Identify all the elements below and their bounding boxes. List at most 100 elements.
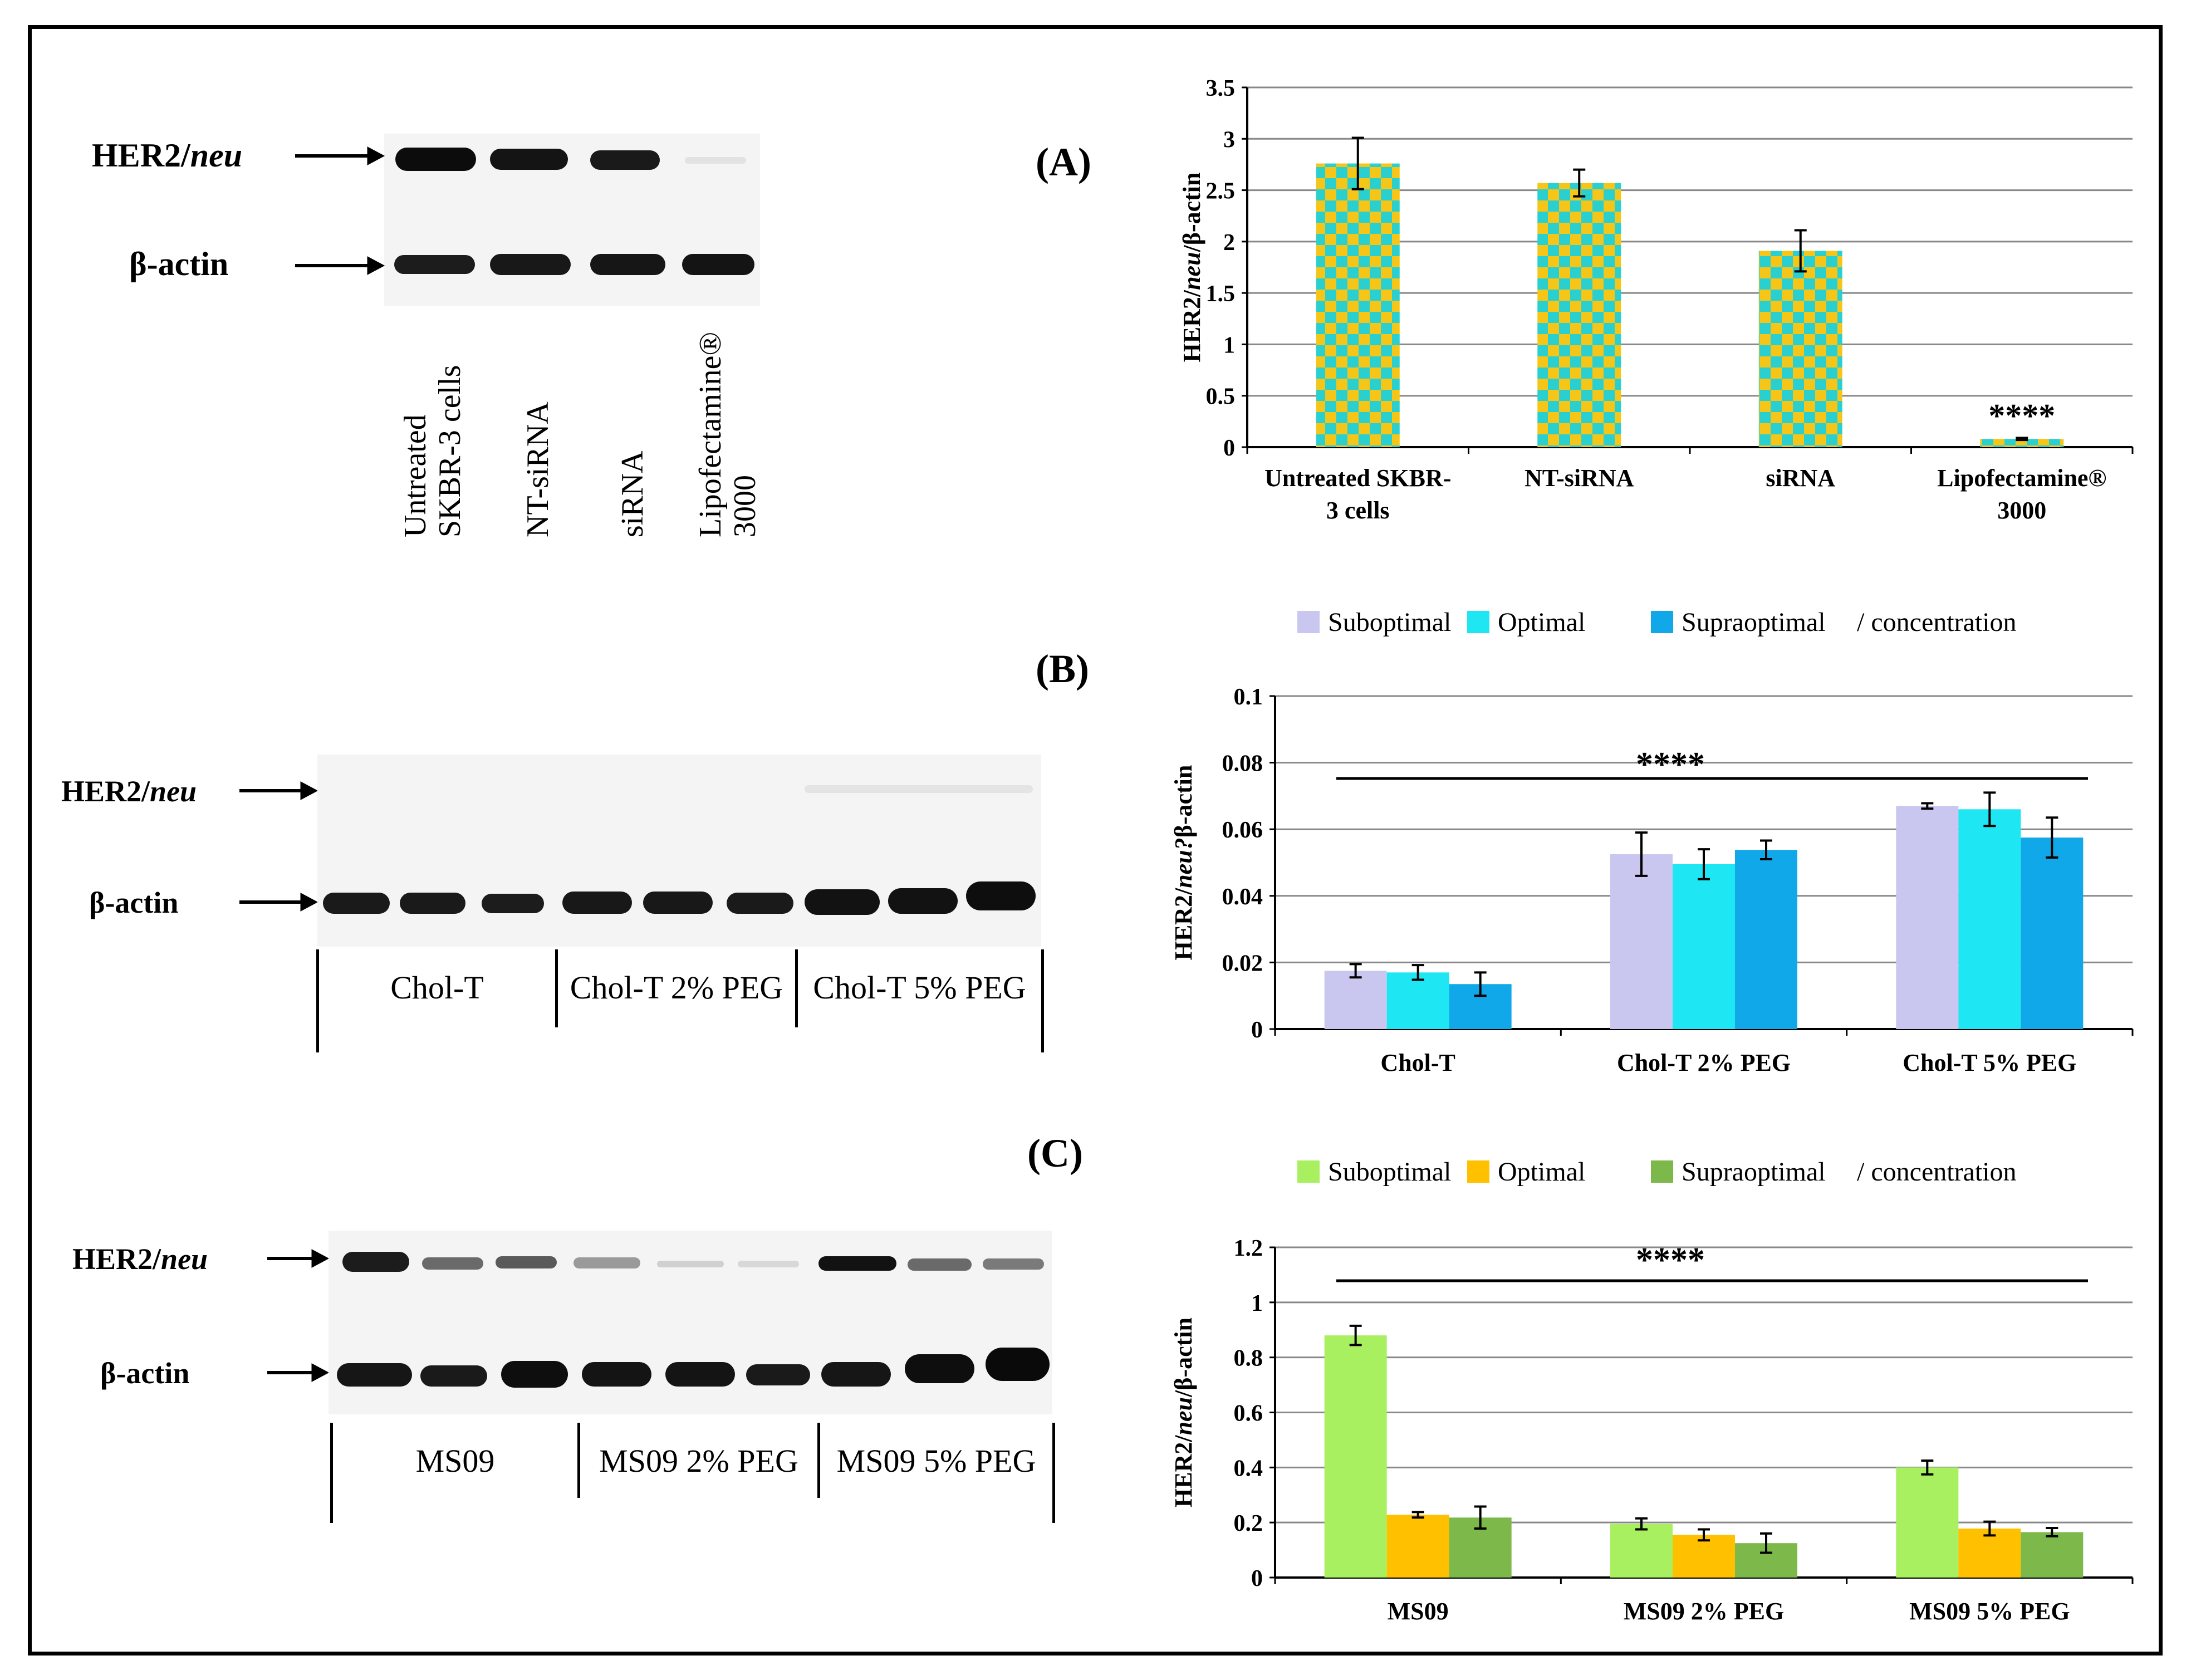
panel-label-b: (B) <box>1036 646 1089 691</box>
chart-B-ytick-5: 0.1 <box>1234 684 1263 710</box>
blot-b-her2-label: HER2/neu <box>61 775 197 808</box>
chart-C-ytick-1: 0.2 <box>1234 1511 1263 1536</box>
arrow-c-actin <box>267 1363 330 1382</box>
chart-B-ytick-3: 0.06 <box>1222 817 1263 843</box>
blot-c-divider-1 <box>330 1423 333 1523</box>
blot-a-her2-band-1 <box>395 148 476 171</box>
arrow-c-her2 <box>267 1249 330 1268</box>
chart-A-xlabel-0-line1: Untreated SKBR- <box>1264 464 1451 492</box>
blot-c-her2-band-5 <box>657 1261 724 1267</box>
chart-A-ytick-6: 3 <box>1223 127 1235 153</box>
chart-B-ytick-1: 0.02 <box>1222 951 1263 976</box>
blot-a-her2-band-3 <box>590 150 660 170</box>
blot-b-actin-label: β-actin <box>89 886 179 919</box>
blot-c-actin-band-1 <box>337 1363 412 1387</box>
blot-b-actin-band-7 <box>805 889 880 915</box>
chart-C-ytick-2: 0.4 <box>1234 1456 1263 1481</box>
blot-c-actin-band-6 <box>746 1364 810 1385</box>
chart-B-ytick-2: 0.04 <box>1222 884 1263 910</box>
blot-c-her2-band-4 <box>573 1257 640 1268</box>
blot-a-actin-band-2 <box>490 254 571 275</box>
chart-C-ytick-6: 1.2 <box>1234 1236 1263 1261</box>
chart-A-bar-2-0 <box>1758 251 1842 447</box>
chart-C-bar-2-1 <box>1958 1529 2021 1578</box>
chart-C-bar-1-0 <box>1610 1524 1673 1578</box>
blot-b-her2-band-faint <box>805 785 1033 793</box>
blot-c-her2-band-3 <box>496 1256 557 1268</box>
chart-A-xlabel-3-line1: Lipofectamine® <box>1937 464 2106 492</box>
blot-b-group-label-3: Chol-T 5% PEG <box>813 969 1026 1006</box>
chart-A-ytick-0: 0 <box>1223 435 1235 461</box>
blot-b-actin-band-1 <box>323 893 390 914</box>
chart-C-bar-1-1 <box>1673 1535 1735 1578</box>
chart-A-xlabel-2-line1: siRNA <box>1766 464 1835 492</box>
chart-B-xlabel-2: Chol-T 5% PEG <box>1903 1049 2076 1076</box>
blot-b-actin-band-4 <box>562 892 632 914</box>
blot-c-actin-band-8 <box>905 1354 974 1383</box>
chart-C-ytick-0: 0 <box>1251 1566 1263 1591</box>
blot-c-divider-4 <box>1052 1423 1055 1523</box>
blot-b <box>317 755 1041 947</box>
blot-a-actin-label: β-actin <box>129 246 229 282</box>
chart-C-legend-label-1: Optimal <box>1498 1157 1585 1187</box>
chart-C-bar-0-1 <box>1386 1515 1449 1578</box>
chart-C-ytick-3: 0.6 <box>1234 1401 1263 1427</box>
blot-b-divider-4 <box>1041 949 1044 1052</box>
arrow-a-actin <box>295 256 385 275</box>
blot-c-her2-band-6 <box>738 1261 799 1267</box>
chart-B-legend-label-2: Supraoptimal <box>1682 608 1826 637</box>
chart-B-bar-0-0 <box>1324 971 1387 1029</box>
chart-B-significance: **** <box>1636 746 1705 783</box>
chart-B-bar-1-1 <box>1673 864 1735 1029</box>
chart-B-ylabel: HER2/neu?β-actin <box>1170 765 1197 961</box>
chart-B-bar-1-0 <box>1610 854 1673 1029</box>
panel-label-c: (C) <box>1027 1131 1083 1175</box>
blot-a-her2-band-2 <box>490 149 568 170</box>
panel-label-a: (A) <box>1036 140 1091 184</box>
blot-b-group-label-1: Chol-T <box>390 969 484 1006</box>
blot-c-actin-band-9 <box>986 1348 1050 1381</box>
figure-border <box>28 25 2163 1655</box>
chart-B-bar-2-2 <box>2021 837 2084 1029</box>
blot-a-actin-band-1 <box>394 255 475 274</box>
blot-b-actin-band-8 <box>888 888 958 914</box>
blot-c-actin-band-3 <box>501 1361 568 1388</box>
chart-C-ytick-5: 1 <box>1251 1291 1263 1316</box>
blot-c-her2-band-2 <box>422 1257 483 1270</box>
arrow-b-actin <box>239 893 318 912</box>
chart-B-ytick-0: 0 <box>1251 1017 1263 1043</box>
blot-b-divider-3 <box>795 949 798 1027</box>
blot-c-group-label-1: MS09 <box>415 1443 495 1479</box>
chart-A-ytick-2: 1 <box>1223 332 1235 358</box>
blot-c-actin-band-5 <box>665 1362 735 1387</box>
chart-B-legend-swatch-0 <box>1297 611 1320 633</box>
blot-a <box>384 134 760 306</box>
blot-c-group-label-2: MS09 2% PEG <box>599 1443 798 1479</box>
chart-B-legend-label-3: / concentration <box>1857 608 2017 637</box>
blot-c-divider-3 <box>817 1423 820 1498</box>
chart-C-legend-label-2: Supraoptimal <box>1682 1157 1826 1187</box>
chart-C-significance: **** <box>1636 1241 1705 1279</box>
blot-c-her2-label: HER2/neu <box>72 1242 208 1276</box>
chart-A-ylabel: HER2/neu/β-actin <box>1178 173 1205 363</box>
chart-C-legend-swatch-0 <box>1297 1160 1320 1183</box>
chart-B-bar-1-2 <box>1735 850 1797 1029</box>
blot-b-divider-2 <box>555 949 558 1027</box>
blot-c-actin-band-2 <box>420 1365 487 1387</box>
chart-A-significance: **** <box>1988 397 2055 434</box>
chart-B-ytick-4: 0.08 <box>1222 751 1263 777</box>
blot-c-her2-band-1 <box>342 1252 409 1272</box>
blot-c-her2-band-7 <box>818 1256 896 1271</box>
chart-A-ytick-4: 2 <box>1223 230 1235 256</box>
chart-C-bar-2-2 <box>2021 1532 2084 1578</box>
blot-b-actin-band-5 <box>643 892 713 914</box>
chart-C-ylabel: HER2/neu/β-actin <box>1170 1317 1197 1507</box>
chart-A-ytick-3: 1.5 <box>1206 281 1236 307</box>
blot-c-actin-label: β-actin <box>100 1356 190 1390</box>
blot-b-actin-band-3 <box>482 894 544 913</box>
blot-b-divider-1 <box>316 949 319 1052</box>
chart-C-legend-label-0: Suboptimal <box>1328 1157 1451 1187</box>
chart-B-xlabel-1: Chol-T 2% PEG <box>1617 1049 1791 1076</box>
